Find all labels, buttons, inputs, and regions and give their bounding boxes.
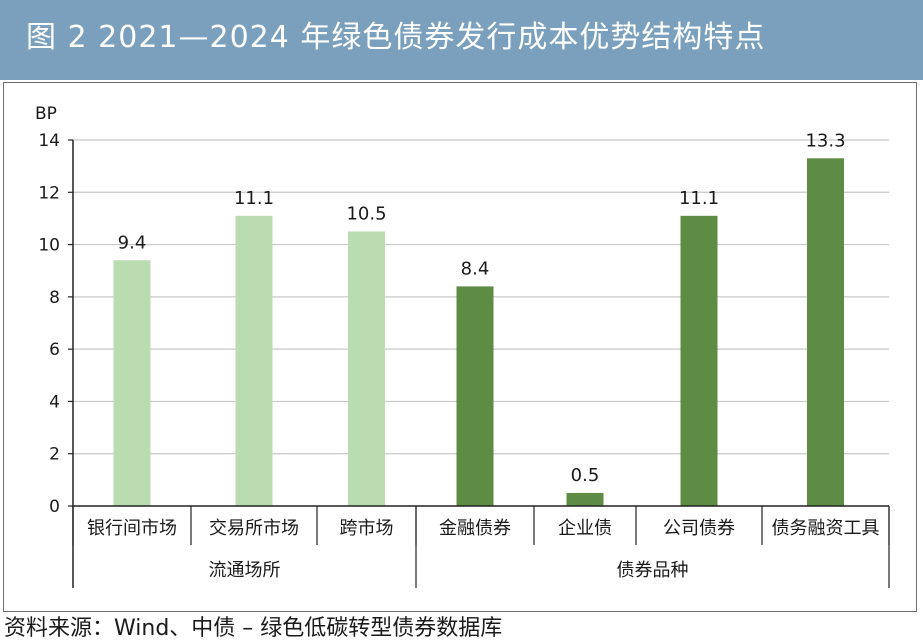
category-label: 债务融资工具 xyxy=(772,518,880,539)
y-tick-label: 10 xyxy=(38,236,60,256)
category-label: 交易所市场 xyxy=(209,518,299,539)
category-label: 企业债 xyxy=(558,518,612,539)
bar xyxy=(348,231,385,506)
category-label: 公司债券 xyxy=(663,518,735,539)
bar-value-label: 9.4 xyxy=(118,232,147,253)
bar xyxy=(566,492,604,506)
y-tick-label: 6 xyxy=(49,340,60,360)
title-banner: 图 2 2021—2024 年绿色债券发行成本优势结构特点 xyxy=(0,0,923,80)
bar-value-label: 11.1 xyxy=(234,188,274,209)
bar-value-label: 8.4 xyxy=(461,258,490,279)
y-unit-label: BP xyxy=(35,104,57,124)
bar-value-label: 13.3 xyxy=(805,130,845,151)
group-label: 债券品种 xyxy=(617,560,689,581)
y-tick-label: 14 xyxy=(38,131,60,151)
bar xyxy=(807,158,844,507)
figure-title: 图 2 2021—2024 年绿色债券发行成本优势结构特点 xyxy=(26,20,766,55)
y-tick-label: 8 xyxy=(49,288,60,308)
group-label: 流通场所 xyxy=(209,560,281,581)
category-label: 跨市场 xyxy=(340,518,394,539)
chart-frame: 0 2 4 6 8 10 12 14 BP 9.4 11.1 10.5 8.4 0.5 11.1 13.3 银行… xyxy=(3,82,917,612)
y-tick-label: 4 xyxy=(49,392,60,412)
bar xyxy=(680,215,718,507)
y-tick-label: 2 xyxy=(49,445,60,465)
bar-value-label: 0.5 xyxy=(571,465,600,486)
bar xyxy=(113,260,151,506)
category-label: 金融债券 xyxy=(439,518,511,539)
y-tick-label: 0 xyxy=(49,497,60,517)
y-tick-label: 12 xyxy=(38,183,60,203)
bar xyxy=(235,215,273,507)
bar-value-label: 10.5 xyxy=(346,204,386,225)
category-label: 银行间市场 xyxy=(87,518,177,539)
bar-value-label: 11.1 xyxy=(679,188,719,209)
bar xyxy=(456,286,494,506)
source-note: 资料来源：Wind、中债 – 绿色低碳转型债券数据库 xyxy=(4,616,503,641)
bar-chart: 0 2 4 6 8 10 12 14 BP 9.4 11.1 10.5 8.4 0.5 11.1 13.3 银行… xyxy=(35,104,890,588)
